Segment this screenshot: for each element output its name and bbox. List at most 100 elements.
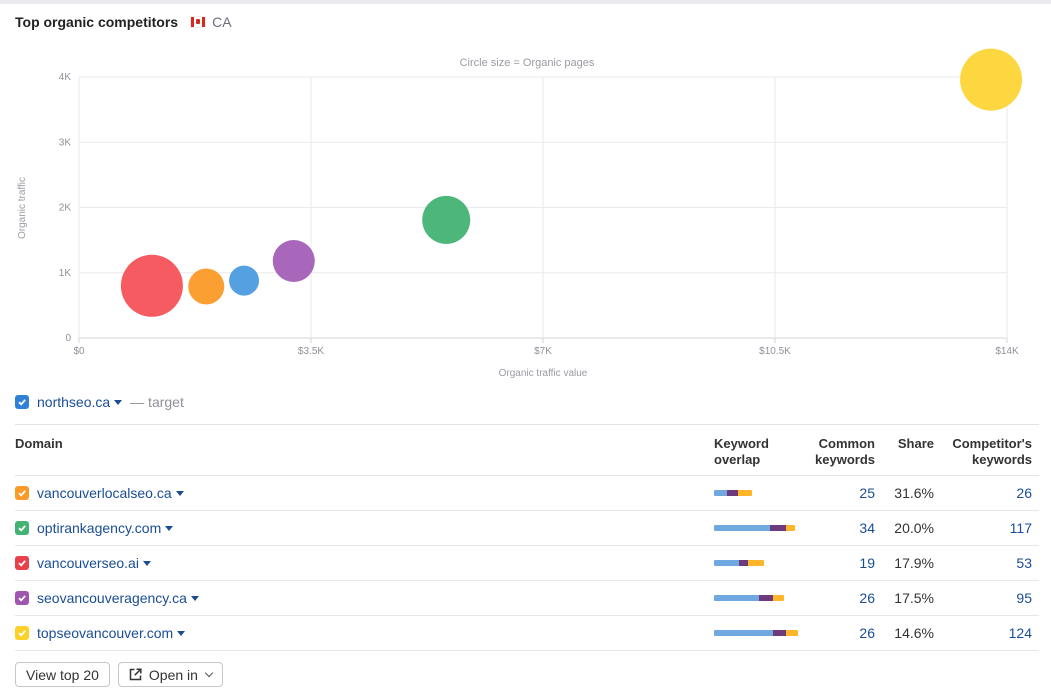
domain-dropdown-icon[interactable]	[175, 490, 184, 496]
share-cell: 17.9%	[894, 546, 934, 580]
x-tick-label: $0	[73, 346, 85, 357]
domain-dropdown-icon[interactable]	[165, 525, 174, 531]
overlap-segment	[714, 490, 727, 496]
share-value: 20.0%	[894, 520, 934, 536]
keyword-overlap-cell	[714, 581, 784, 615]
row-checkbox[interactable]	[15, 486, 29, 500]
domain-cell: vancouverlocalseo.ca	[15, 476, 184, 510]
header-common-line1: Common	[818, 436, 875, 451]
competitor-keywords-cell: 95	[1016, 581, 1032, 615]
bubble-optirankagency-com[interactable]	[422, 195, 471, 244]
competitor-keywords-link[interactable]: 117	[1009, 520, 1032, 536]
domain-cell: optirankagency.com	[15, 511, 174, 545]
domain-link[interactable]: optirankagency.com	[37, 520, 162, 536]
competitor-keywords-link[interactable]: 53	[1016, 555, 1032, 571]
target-checkbox[interactable]	[15, 395, 29, 409]
keyword-overlap-bar[interactable]	[714, 525, 795, 531]
domain-dropdown-icon[interactable]	[142, 560, 151, 566]
share-value: 17.5%	[894, 590, 934, 606]
overlap-segment	[714, 595, 759, 601]
bubble-topseovancouver-com[interactable]	[960, 48, 1023, 111]
domain-link[interactable]: seovancouveragency.ca	[37, 590, 187, 606]
bubble-vancouverseo-ai[interactable]	[120, 254, 183, 317]
y-tick-label: 0	[65, 333, 71, 344]
common-keywords-link[interactable]: 19	[859, 555, 875, 571]
footer-actions: View top 20 Open in	[15, 662, 223, 687]
competitor-keywords-link[interactable]: 95	[1016, 590, 1032, 606]
header-share[interactable]: Share	[897, 436, 934, 451]
target-dropdown-icon[interactable]	[114, 399, 123, 405]
row-checkbox[interactable]	[15, 626, 29, 640]
common-keywords-cell: 34	[859, 511, 875, 545]
row-checkbox[interactable]	[15, 521, 29, 535]
keyword-overlap-bar[interactable]	[714, 630, 798, 636]
overlap-segment	[739, 560, 748, 566]
overlap-segment	[738, 490, 752, 496]
competitor-keywords-link[interactable]: 26	[1016, 485, 1032, 501]
competitor-keywords-cell: 26	[1016, 476, 1032, 510]
share-value: 17.9%	[894, 555, 934, 571]
competitor-keywords-cell: 53	[1016, 546, 1032, 580]
domain-link[interactable]: vancouverseo.ai	[37, 555, 139, 571]
keyword-overlap-bar[interactable]	[714, 490, 752, 496]
y-tick-label: 2K	[59, 203, 72, 214]
y-axis-label: Organic traffic	[17, 177, 28, 239]
overlap-segment	[727, 490, 738, 496]
bubble-seovancouveragency-ca[interactable]	[272, 240, 315, 283]
common-keywords-link[interactable]: 26	[859, 625, 875, 641]
table-row: topseovancouver.com 26 14.6% 124	[15, 616, 1039, 651]
common-keywords-link[interactable]: 26	[859, 590, 875, 606]
overlap-segment	[786, 630, 798, 636]
header-keyword-overlap-line2: overlap	[714, 452, 761, 467]
target-tag: — target	[130, 394, 184, 410]
keyword-overlap-bar[interactable]	[714, 595, 784, 601]
common-keywords-cell: 26	[859, 581, 875, 615]
overlap-segment	[748, 560, 764, 566]
table-row: optirankagency.com 34 20.0% 117	[15, 511, 1039, 546]
open-in-button[interactable]: Open in	[117, 662, 223, 687]
overlap-segment	[759, 595, 773, 601]
row-checkbox[interactable]	[15, 591, 29, 605]
header-comp-line2: keywords	[972, 452, 1032, 467]
header-keyword-overlap[interactable]: Keyword overlap	[714, 436, 769, 468]
table-row: seovancouveragency.ca 26 17.5% 95	[15, 581, 1039, 616]
header-comp-line1: Competitor's	[952, 436, 1032, 451]
y-tick-label: 4K	[59, 72, 72, 83]
y-tick-label: 1K	[59, 268, 72, 279]
common-keywords-cell: 19	[859, 546, 875, 580]
header-competitor-keywords[interactable]: Competitor's keywords	[952, 436, 1032, 468]
keyword-overlap-bar[interactable]	[714, 560, 764, 566]
competitor-keywords-link[interactable]: 124	[1008, 625, 1032, 641]
domain-link[interactable]: vancouverlocalseo.ca	[37, 485, 172, 501]
common-keywords-link[interactable]: 34	[859, 520, 875, 536]
competitors-table: Domain Keyword overlap Common keywords S…	[15, 424, 1039, 651]
view-top-button[interactable]: View top 20	[15, 662, 110, 687]
target-row: northseo.ca — target	[15, 394, 184, 410]
competitor-keywords-cell: 117	[1010, 511, 1032, 545]
common-keywords-link[interactable]: 25	[859, 485, 875, 501]
chevron-down-icon	[204, 668, 214, 677]
domain-link[interactable]: topseovancouver.com	[37, 625, 174, 641]
domain-dropdown-icon[interactable]	[190, 595, 199, 601]
bubble-vancouverlocalseo-ca[interactable]	[188, 268, 225, 305]
x-axis-label: Organic traffic value	[499, 368, 588, 379]
widget-title: Top organic competitors	[15, 14, 179, 30]
domain-dropdown-icon[interactable]	[177, 630, 186, 636]
overlap-segment	[714, 525, 770, 531]
header-domain[interactable]: Domain	[15, 436, 63, 451]
open-in-label: Open in	[148, 666, 198, 683]
keyword-overlap-cell	[714, 476, 752, 510]
external-link-icon	[129, 668, 142, 681]
bubble-northseo-ca[interactable]	[229, 265, 260, 296]
header-keyword-overlap-line1: Keyword	[714, 436, 769, 451]
x-tick-label: $14K	[995, 346, 1019, 357]
row-checkbox[interactable]	[15, 556, 29, 570]
country-label: CA	[212, 14, 232, 30]
overlap-segment	[786, 525, 795, 531]
header-common-keywords[interactable]: Common keywords	[815, 436, 875, 468]
target-domain-link[interactable]: northseo.ca	[37, 394, 111, 410]
share-cell: 31.6%	[894, 476, 934, 510]
table-header: Domain Keyword overlap Common keywords S…	[15, 425, 1039, 476]
share-value: 14.6%	[894, 625, 934, 641]
share-cell: 17.5%	[894, 581, 934, 615]
